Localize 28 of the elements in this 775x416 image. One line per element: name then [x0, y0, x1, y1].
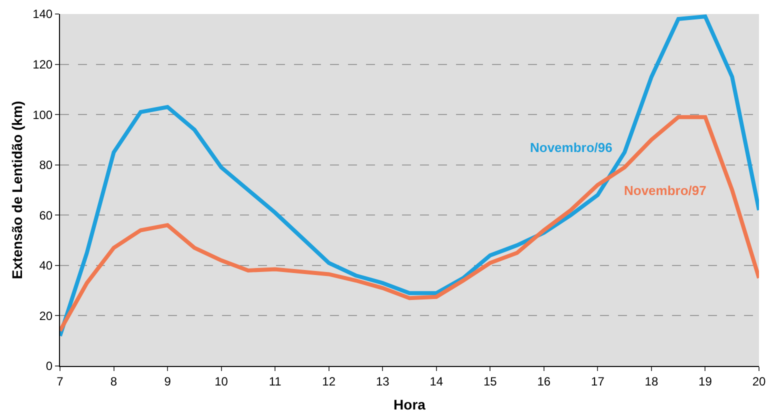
x-tick-label: 14	[430, 374, 444, 388]
x-tick-label: 18	[644, 374, 658, 388]
x-tick-label: 9	[164, 374, 172, 388]
x-tick-label: 8	[110, 374, 118, 388]
y-axis-title: Extensão de Lentidão (km)	[9, 100, 25, 280]
x-tick-label: 7	[56, 374, 64, 388]
y-tick-label: 80	[39, 158, 53, 172]
x-tick-label: 12	[322, 374, 336, 388]
x-tick-label: 13	[376, 374, 390, 388]
x-tick-label: 16	[537, 374, 551, 388]
y-tick-label: 120	[32, 57, 53, 72]
y-tick-label: 0	[46, 359, 53, 374]
y-tick-label: 20	[39, 308, 53, 323]
x-tick-label: 11	[268, 374, 282, 388]
series-label: Novembro/96	[530, 140, 612, 155]
x-tick-label: 17	[591, 374, 605, 388]
y-tick-label: 60	[39, 208, 53, 222]
x-tick-label: 19	[698, 374, 712, 388]
line-series	[60, 115, 759, 333]
series-label: Novembro/97	[624, 183, 706, 198]
y-tick-label: 40	[39, 258, 53, 273]
x-tick-label: 15	[483, 374, 498, 388]
x-tick-label: 20	[752, 374, 766, 388]
x-tick-label: 10	[214, 374, 228, 388]
y-tick-label: 140	[32, 7, 53, 22]
line-series	[60, 14, 759, 338]
x-axis-title: Hora	[394, 396, 426, 413]
y-tick-label: 100	[32, 108, 53, 122]
